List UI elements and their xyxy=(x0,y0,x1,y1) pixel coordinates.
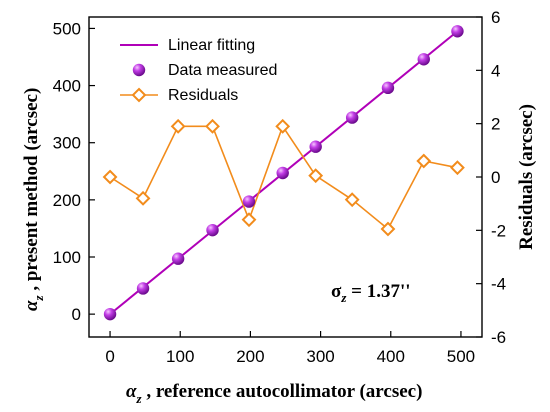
data-measured-point xyxy=(309,140,322,153)
right-tick-label: 6 xyxy=(491,8,500,27)
legend-label: Residuals xyxy=(168,87,238,104)
left-tick-label: 100 xyxy=(53,248,81,267)
data-measured-point xyxy=(417,53,430,66)
right-axis-ticks: -6 -4 -2 0 2 4 6 xyxy=(476,8,506,347)
right-tick-label: -4 xyxy=(491,275,506,294)
left-tick-label: 300 xyxy=(53,134,81,153)
residual-point xyxy=(450,160,465,176)
left-tick-label: 400 xyxy=(53,77,81,96)
residual-point xyxy=(241,212,257,228)
data-measured-point xyxy=(136,282,150,295)
right-tick-label: 4 xyxy=(491,61,500,80)
residual-point xyxy=(205,118,220,134)
residual-point xyxy=(344,192,360,208)
left-axis-title: αz , present method (arcsec) xyxy=(21,88,46,311)
residual-point xyxy=(170,118,186,134)
series-layer xyxy=(102,25,465,321)
residual-point xyxy=(416,153,432,169)
data-measured-point xyxy=(276,166,289,180)
data-measured-point xyxy=(242,195,256,208)
x-tick-label: 0 xyxy=(105,347,114,366)
x-tick-label: 300 xyxy=(306,347,334,366)
residual-point xyxy=(102,169,118,185)
data-measured-point xyxy=(171,252,185,265)
right-axis-title: Residuals (arcsec) xyxy=(516,104,537,250)
data-measured-point xyxy=(206,223,219,237)
data-measured-point xyxy=(381,81,395,95)
legend-ball-symbol xyxy=(132,63,146,77)
left-axis-ticks: 0 100 200 300 400 500 xyxy=(53,19,95,324)
residual-point xyxy=(135,190,151,206)
right-tick-label: 2 xyxy=(491,115,500,134)
left-tick-label: 0 xyxy=(72,305,81,324)
residual-point xyxy=(380,221,396,237)
legend-label: Data measured xyxy=(168,62,277,79)
data-measured-point xyxy=(451,25,464,38)
left-tick-label: 200 xyxy=(53,191,81,210)
sigma-annotation: σz = 1.37'' xyxy=(331,281,411,305)
right-tick-label: 0 xyxy=(491,168,500,187)
residual-point xyxy=(308,168,324,184)
legend-diamond-symbol xyxy=(131,87,147,103)
x-tick-label: 200 xyxy=(236,347,264,366)
legend-label: Linear fitting xyxy=(168,37,255,54)
right-tick-label: -6 xyxy=(491,328,506,347)
x-tick-label: 500 xyxy=(447,347,475,366)
data-measured-point xyxy=(345,111,359,124)
x-axis-title: αz , reference autocollimator (arcsec) xyxy=(126,381,422,406)
x-axis-ticks: 0 100 200 300 400 500 xyxy=(105,331,475,366)
right-tick-label: -2 xyxy=(491,221,506,240)
residual-point xyxy=(275,118,291,134)
data-measured-point xyxy=(103,307,117,321)
x-tick-label: 400 xyxy=(377,347,405,366)
x-tick-label: 100 xyxy=(166,347,194,366)
left-tick-label: 500 xyxy=(53,19,81,38)
legend: Linear fitting Data measured Residuals xyxy=(120,37,277,104)
